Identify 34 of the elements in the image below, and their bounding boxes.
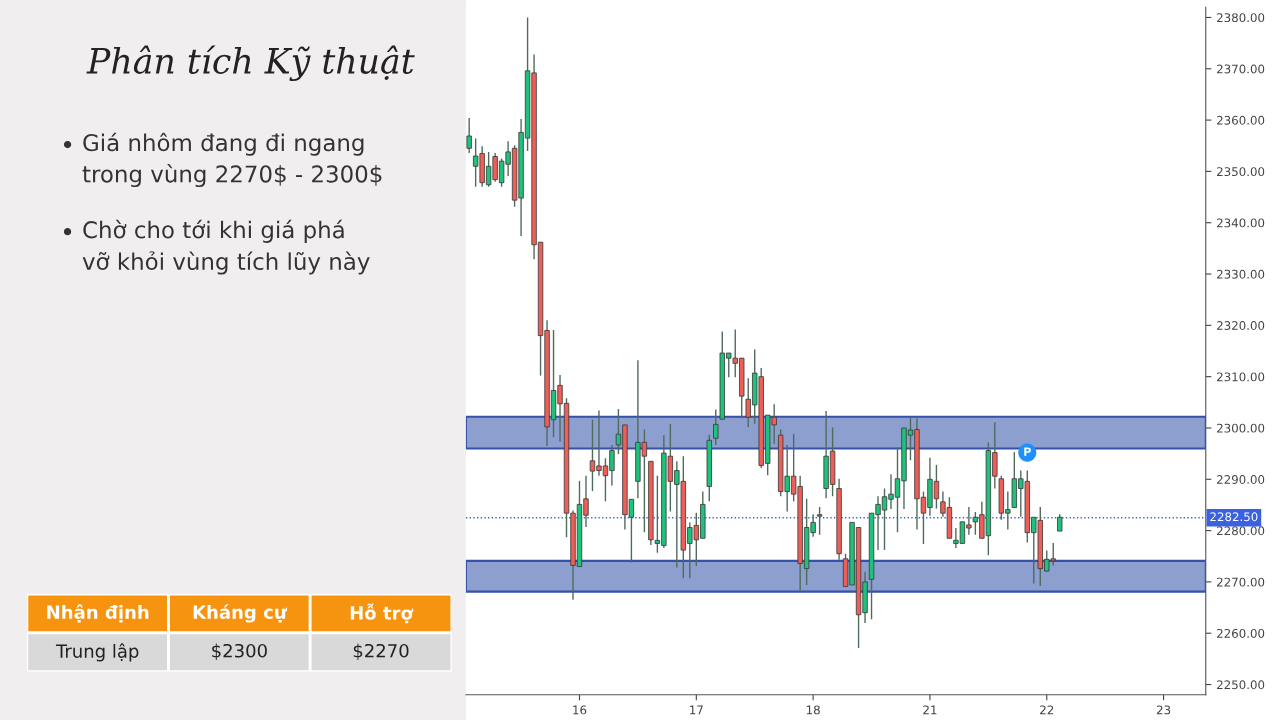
- ref-line-label: 2282.50: [1210, 512, 1258, 522]
- x-tick-label: 21: [923, 705, 937, 715]
- text: $2270: [353, 643, 409, 660]
- y-tick-label: 2320.00: [1217, 321, 1265, 330]
- y-tick-label: 2280.00: [1217, 526, 1265, 536]
- y-tick-label: 2330.00: [1217, 269, 1265, 279]
- y-tick-label: 2380.00: [1217, 13, 1265, 23]
- y-tick-label: 2370.00: [1217, 64, 1265, 74]
- text: Chờ cho tới khi giá phá vỡ khỏi vùng tích lũy này: [82, 219, 370, 275]
- x-tick-label: 17: [690, 705, 703, 715]
- x-tick-label: 22: [1040, 705, 1054, 715]
- candlestick: [816, 506, 823, 536]
- y-tick-label: 2340.00: [1217, 218, 1265, 228]
- y-tick-label: 2260.00: [1217, 628, 1265, 638]
- x-tick-label: 18: [806, 705, 820, 715]
- text: Trung lập: [55, 643, 139, 662]
- annotation: P: [1024, 447, 1031, 456]
- y-tick-label: 2290.00: [1217, 475, 1265, 484]
- text: $2300: [212, 643, 267, 660]
- y-tick-label: 2270.00: [1217, 577, 1265, 587]
- text: Phân tích Kỹ thuật: [86, 45, 415, 82]
- text: Nhận định: [47, 604, 149, 623]
- y-tick-label: 2310.00: [1217, 372, 1265, 382]
- text: Kháng cự: [193, 604, 288, 623]
- y-tick-label: 2300.00: [1217, 423, 1265, 433]
- text: Giá nhôm đang đi ngang trong vùng 2270$ - 2300$: [82, 132, 382, 188]
- candlestick: [466, 117, 472, 154]
- y-tick-label: 2250.00: [1217, 680, 1265, 690]
- text: Hỗ trợ: [350, 603, 414, 624]
- candlestick: [713, 408, 719, 446]
- y-tick-label: 2350.00: [1217, 167, 1265, 177]
- x-tick-label: 23: [1156, 705, 1171, 715]
- y-tick-label: 2360.00: [1217, 115, 1265, 125]
- x-tick-label: 16: [573, 705, 587, 715]
